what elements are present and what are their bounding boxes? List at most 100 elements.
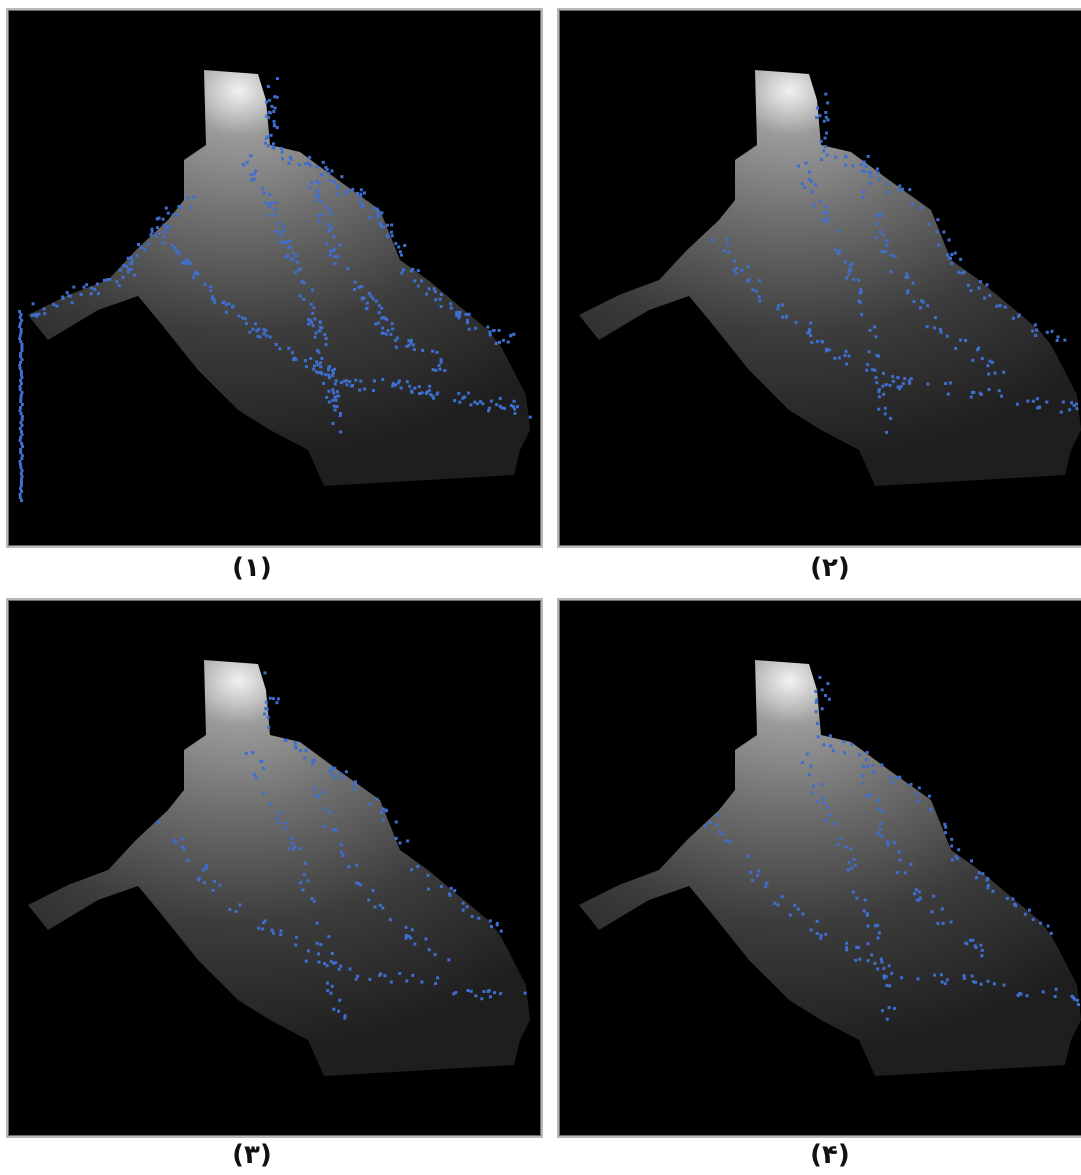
point	[986, 877, 990, 881]
point	[18, 367, 22, 370]
point	[821, 796, 825, 800]
point	[448, 893, 452, 897]
point	[426, 873, 430, 877]
point	[979, 943, 983, 947]
point	[372, 379, 376, 383]
point	[358, 388, 362, 392]
point	[969, 395, 973, 399]
point	[394, 383, 398, 387]
point	[945, 334, 949, 338]
point	[310, 181, 314, 185]
point	[1045, 330, 1049, 334]
point	[162, 235, 166, 239]
point	[427, 389, 431, 393]
point	[154, 234, 158, 238]
point	[363, 387, 367, 391]
point	[310, 897, 314, 900]
point	[918, 896, 922, 900]
point	[1075, 402, 1078, 406]
point	[273, 213, 277, 217]
point	[213, 300, 217, 304]
point	[715, 813, 719, 817]
point	[321, 160, 325, 164]
point	[270, 104, 274, 108]
point	[875, 222, 879, 226]
point	[815, 932, 819, 935]
point	[479, 400, 483, 404]
point	[327, 389, 331, 393]
point	[888, 775, 892, 779]
point	[850, 866, 854, 870]
point	[19, 340, 23, 343]
point	[331, 374, 335, 378]
point	[20, 376, 24, 379]
point	[367, 292, 371, 295]
point	[297, 163, 301, 167]
point	[413, 942, 417, 946]
point	[294, 943, 298, 947]
point	[892, 841, 896, 845]
point	[328, 769, 332, 773]
point	[18, 325, 22, 328]
point	[932, 326, 936, 330]
point	[276, 229, 280, 233]
point	[367, 898, 371, 902]
point	[826, 118, 830, 122]
point	[315, 180, 319, 184]
point	[245, 321, 248, 325]
point	[915, 898, 919, 902]
point	[315, 360, 319, 364]
point	[950, 253, 954, 256]
point	[776, 307, 780, 311]
point	[407, 343, 411, 347]
point	[881, 1009, 884, 1013]
point	[885, 430, 888, 434]
point	[946, 392, 950, 396]
point	[293, 744, 297, 748]
point	[844, 349, 848, 353]
point	[379, 972, 383, 976]
point	[873, 325, 877, 329]
point	[282, 229, 286, 233]
point	[304, 162, 308, 166]
point	[845, 941, 849, 945]
point	[898, 858, 902, 862]
point	[885, 984, 889, 987]
point	[865, 368, 869, 372]
point	[268, 696, 272, 700]
point	[887, 964, 891, 968]
point	[904, 275, 908, 279]
point	[943, 982, 947, 986]
point	[270, 928, 274, 932]
point	[243, 317, 247, 321]
point	[807, 177, 811, 181]
point	[420, 391, 424, 395]
point	[890, 971, 894, 975]
point	[353, 783, 356, 787]
point	[42, 307, 46, 311]
point	[439, 360, 443, 364]
point	[987, 388, 991, 391]
point	[126, 270, 130, 274]
point	[427, 287, 431, 291]
point	[800, 182, 804, 186]
point	[847, 354, 851, 358]
point	[320, 212, 324, 216]
point	[793, 903, 797, 907]
terrain	[28, 70, 530, 486]
point	[19, 397, 23, 400]
point	[30, 313, 34, 317]
point	[371, 889, 375, 892]
point	[337, 1009, 341, 1013]
point	[331, 421, 335, 425]
point	[435, 351, 439, 354]
point	[269, 133, 273, 137]
point	[119, 268, 122, 272]
point	[385, 223, 389, 227]
point	[312, 306, 316, 310]
point	[513, 407, 516, 411]
point	[389, 230, 393, 234]
point	[268, 111, 272, 115]
point	[276, 821, 280, 825]
point	[18, 355, 22, 358]
